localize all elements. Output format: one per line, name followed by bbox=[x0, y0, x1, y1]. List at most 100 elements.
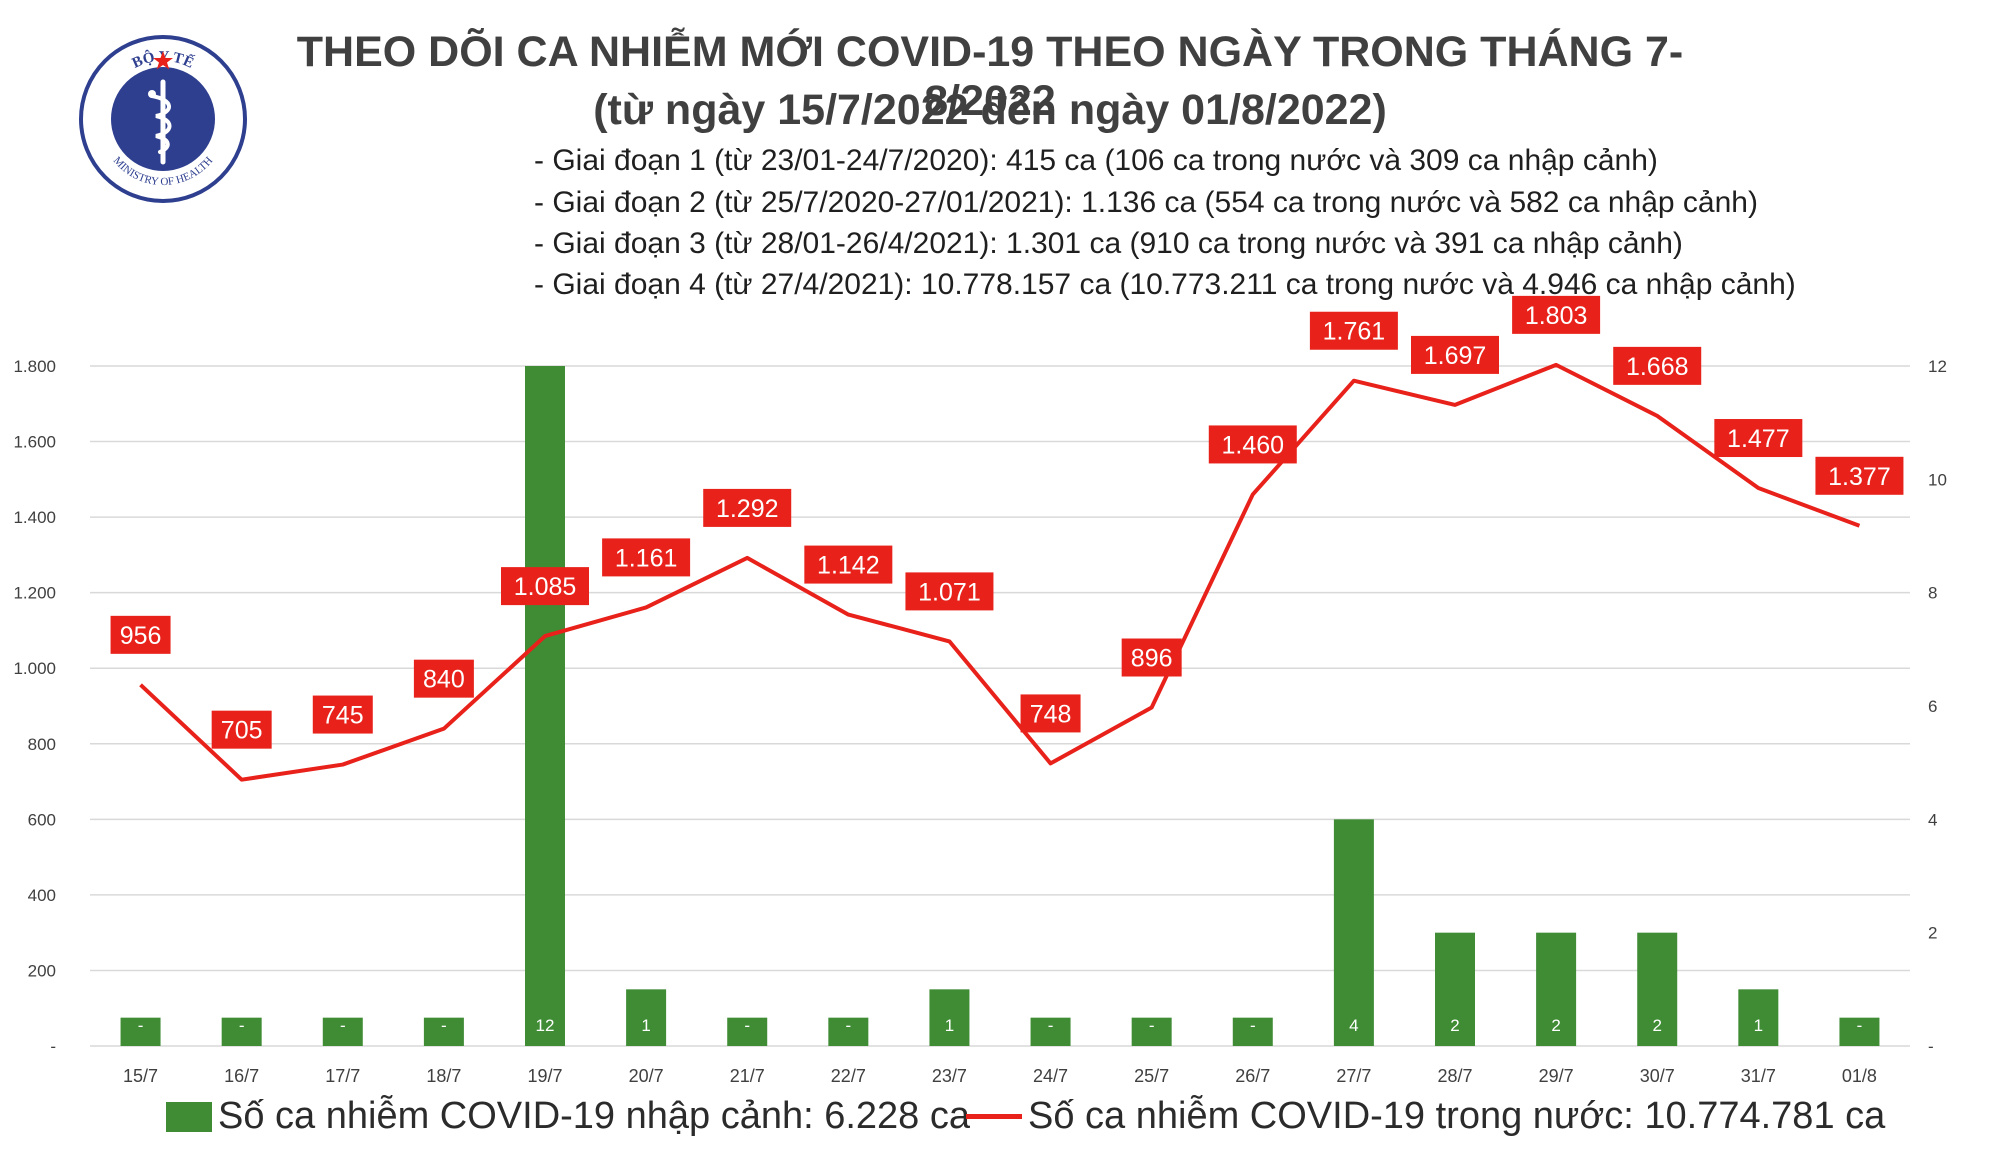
x-tick-label: 23/7 bbox=[932, 1066, 967, 1086]
domestic-data-label: 1.803 bbox=[1525, 302, 1588, 330]
domestic-data-label-box bbox=[413, 659, 474, 698]
domestic-data-label: 1.292 bbox=[716, 495, 779, 523]
y-left-tick-label: 1.800 bbox=[13, 357, 56, 376]
x-tick-label: 26/7 bbox=[1235, 1066, 1270, 1086]
import-bar-label: - bbox=[1250, 1016, 1256, 1035]
domestic-cases-line bbox=[139, 362, 1861, 782]
x-tick-label: 16/7 bbox=[224, 1066, 259, 1086]
domestic-data-label: 840 bbox=[423, 666, 465, 694]
domestic-data-label: 1.697 bbox=[1424, 342, 1487, 370]
legend-bar: Số ca nhiễm COVID-19 nhập cảnh: 6.228 ca bbox=[166, 1095, 970, 1138]
x-tick-label: 18/7 bbox=[426, 1066, 461, 1086]
import-bar bbox=[423, 1017, 464, 1046]
domestic-data-label: 1.377 bbox=[1828, 463, 1891, 491]
domestic-data-label: 1.161 bbox=[615, 544, 678, 572]
domestic-data-label: 705 bbox=[221, 717, 263, 745]
caduceus-icon bbox=[148, 79, 172, 165]
y-right-tick-label: 10 bbox=[1928, 470, 1947, 489]
import-bar bbox=[1435, 932, 1475, 1046]
import-bar bbox=[626, 989, 667, 1046]
import-bar bbox=[1839, 1017, 1880, 1046]
x-tick-label: 31/7 bbox=[1741, 1066, 1776, 1086]
import-bar bbox=[727, 1017, 768, 1046]
import-bar-label: 2 bbox=[1652, 1016, 1661, 1035]
import-bar-label: - bbox=[340, 1016, 346, 1035]
domestic-data-label-box bbox=[1613, 346, 1702, 385]
import-bar bbox=[1131, 1017, 1172, 1046]
domestic-data-label: 1.071 bbox=[918, 578, 981, 606]
import-bar-label: - bbox=[1048, 1016, 1054, 1035]
y-left-tick-label: 1.400 bbox=[13, 508, 56, 527]
import-bar bbox=[322, 1017, 363, 1046]
domestic-data-label: 1.761 bbox=[1323, 318, 1386, 346]
import-bar-label: - bbox=[441, 1016, 447, 1035]
import-bar-label: - bbox=[1857, 1016, 1863, 1035]
domestic-data-label: 1.085 bbox=[514, 573, 577, 601]
domestic-data-label-box bbox=[501, 567, 589, 606]
x-tick-label: 27/7 bbox=[1336, 1066, 1371, 1086]
domestic-data-label-box bbox=[312, 695, 373, 734]
import-bar-label: 12 bbox=[536, 1016, 555, 1035]
import-bar bbox=[1333, 819, 1374, 1046]
domestic-data-label-box bbox=[1020, 694, 1081, 733]
import-bar bbox=[120, 1017, 161, 1046]
import-bar bbox=[929, 989, 970, 1046]
legend-line-label: Số ca nhiễm COVID-19 trong nước: 10.774.… bbox=[1028, 1095, 1886, 1137]
ministry-of-health-logo: BỘ Y TẾ MINISTRY OF HEALTH bbox=[79, 35, 247, 203]
domestic-data-label-box bbox=[1309, 311, 1398, 350]
domestic-data-label-box bbox=[1512, 295, 1601, 334]
x-tick-label: 21/7 bbox=[730, 1066, 765, 1086]
import-bar-label: 2 bbox=[1450, 1016, 1459, 1035]
legend-line: Số ca nhiễm COVID-19 trong nước: 10.774.… bbox=[966, 1095, 1885, 1138]
phase-1-note: - Giai đoạn 1 (từ 23/01-24/7/2020): 415 … bbox=[534, 144, 1658, 177]
import-bar bbox=[828, 1017, 869, 1046]
x-tick-label: 19/7 bbox=[527, 1066, 562, 1086]
x-tick-label: 30/7 bbox=[1640, 1066, 1675, 1086]
import-bar-label: 1 bbox=[1754, 1016, 1763, 1035]
chart-title: THEO DÕI CA NHIỄM MỚI COVID-19 THEO NGÀY… bbox=[296, 28, 1684, 125]
import-bar-label: - bbox=[239, 1016, 245, 1035]
x-tick-label: 20/7 bbox=[629, 1066, 664, 1086]
import-bar-label: - bbox=[744, 1016, 750, 1035]
domestic-data-label: 896 bbox=[1131, 645, 1173, 673]
domestic-data-label-box bbox=[602, 538, 691, 577]
x-tick-label: 25/7 bbox=[1134, 1066, 1169, 1086]
x-tick-label: 22/7 bbox=[831, 1066, 866, 1086]
domestic-data-label-box bbox=[1121, 638, 1182, 677]
import-bar-label: 4 bbox=[1349, 1016, 1358, 1035]
import-bar bbox=[1637, 932, 1678, 1046]
import-bar bbox=[1536, 932, 1577, 1046]
domestic-data-label-box bbox=[1815, 456, 1904, 495]
legend-bar-label: Số ca nhiễm COVID-19 nhập cảnh: 6.228 ca bbox=[218, 1095, 971, 1137]
domestic-data-label: 745 bbox=[322, 702, 364, 730]
domestic-data-label-box bbox=[1208, 425, 1297, 464]
y-right-tick-label: 2 bbox=[1928, 924, 1937, 943]
y-left-tick-label: 400 bbox=[28, 886, 56, 905]
y-left-tick-label: 1.600 bbox=[13, 433, 56, 452]
domestic-data-label-box bbox=[1411, 335, 1499, 374]
phase-4-note: - Giai đoạn 4 (từ 27/4/2021): 10.778.157… bbox=[534, 268, 1796, 301]
y-right-tick-label: 4 bbox=[1928, 810, 1937, 829]
y-right-tick-label: 12 bbox=[1928, 357, 1947, 376]
domestic-data-label-box bbox=[703, 488, 792, 527]
phase-3-note: - Giai đoạn 3 (từ 28/01-26/4/2021): 1.30… bbox=[534, 227, 1683, 260]
import-bar-label: 2 bbox=[1551, 1016, 1560, 1035]
import-bar bbox=[1738, 989, 1779, 1046]
legend-bar-swatch bbox=[166, 1101, 212, 1132]
y-left-tick-label: 1.000 bbox=[13, 659, 56, 678]
domestic-data-label-box bbox=[804, 545, 893, 584]
x-tick-label: 28/7 bbox=[1437, 1066, 1472, 1086]
domestic-data-label-box bbox=[211, 710, 272, 749]
phase-2-note: - Giai đoạn 2 (từ 25/7/2020-27/01/2021):… bbox=[534, 186, 1758, 219]
domestic-data-label: 1.460 bbox=[1221, 431, 1284, 459]
x-tick-label: 24/7 bbox=[1033, 1066, 1068, 1086]
y-right-tick-label: 8 bbox=[1928, 584, 1937, 603]
y-left-tick-label: 600 bbox=[28, 810, 56, 829]
domestic-data-label-box bbox=[110, 615, 171, 654]
chart-subtitle: (từ ngày 15/7/2022 đến ngày 01/8/2022) bbox=[593, 86, 1387, 134]
import-bar-label: - bbox=[845, 1016, 851, 1035]
x-tick-label: 01/8 bbox=[1842, 1066, 1877, 1086]
import-bar bbox=[1030, 1017, 1071, 1046]
domestic-data-label: 956 bbox=[120, 622, 162, 650]
